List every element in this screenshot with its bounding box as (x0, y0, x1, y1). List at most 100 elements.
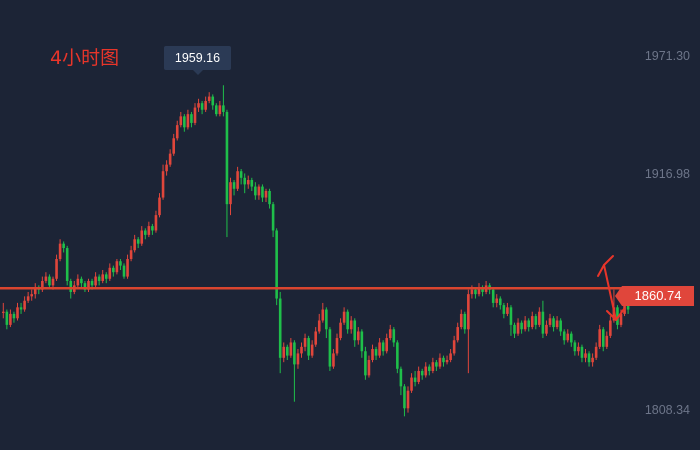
candle-body (573, 342, 577, 352)
candles-layer (2, 85, 630, 417)
candle (12, 311, 16, 323)
candle-body (570, 333, 573, 343)
candle-body (463, 313, 467, 330)
candle-body (215, 105, 218, 115)
candle-body (243, 177, 246, 185)
candle-body (594, 346, 598, 358)
candle (41, 276, 44, 292)
candle (136, 237, 140, 249)
candle (506, 302, 509, 317)
candle (431, 357, 435, 374)
candle (435, 360, 438, 371)
candle-body (474, 289, 477, 295)
candle-body (438, 357, 442, 367)
candle-body (183, 116, 186, 128)
candle-body (133, 239, 136, 251)
candle (161, 164, 165, 200)
candle-body (122, 265, 126, 277)
candle (495, 294, 499, 308)
candle-body (69, 280, 73, 292)
candle (65, 245, 69, 286)
candle-body (449, 353, 452, 360)
candle-body (520, 322, 523, 330)
candle (580, 344, 584, 363)
candle (261, 184, 264, 202)
candle (229, 177, 232, 216)
candle-body (190, 114, 193, 123)
candle (97, 274, 101, 286)
candle-body (5, 311, 9, 325)
candle-body (584, 353, 587, 358)
candle (491, 287, 495, 308)
candle (325, 307, 328, 339)
candle (410, 373, 413, 393)
candle (83, 280, 87, 292)
candle (381, 340, 385, 356)
candle (477, 283, 481, 297)
candle-body (179, 116, 183, 126)
candle (168, 149, 172, 167)
candle-body (104, 274, 108, 279)
candle (357, 327, 360, 345)
candle-body (552, 318, 555, 328)
candle (158, 193, 161, 218)
candle (76, 274, 80, 288)
candle (584, 349, 587, 363)
candle (594, 342, 598, 360)
candle (349, 316, 353, 334)
candle (374, 346, 378, 360)
candle-body (222, 105, 225, 112)
candle-body (435, 362, 438, 367)
candle-body (303, 338, 307, 347)
candle-body (257, 186, 261, 196)
candle (538, 307, 541, 328)
candle-body (239, 171, 243, 178)
candle-body (300, 346, 303, 354)
candle (278, 291, 282, 374)
candle (204, 96, 207, 112)
candle-body (491, 289, 495, 303)
candle (129, 245, 133, 262)
candle-body (406, 390, 410, 409)
candle (562, 329, 566, 345)
candle-body (357, 331, 360, 341)
candle-body (378, 342, 381, 356)
candle (197, 98, 200, 112)
candle-body (332, 353, 335, 367)
candle-body (16, 307, 19, 319)
candle (108, 263, 112, 281)
candle (193, 103, 197, 126)
candle-body (381, 342, 385, 352)
candle-body (513, 324, 516, 334)
candle (303, 333, 307, 352)
candle (545, 320, 548, 336)
candle-body (527, 320, 530, 328)
candle-body (328, 329, 332, 367)
candle (5, 309, 9, 330)
candle-body (207, 96, 211, 101)
candle-body (456, 327, 459, 341)
candle-body (271, 204, 275, 231)
candle-body (467, 294, 470, 330)
candle (364, 346, 367, 380)
candle-body (442, 357, 445, 363)
candle (378, 338, 381, 358)
candle (591, 353, 594, 367)
candle (598, 324, 601, 350)
candle (310, 340, 314, 358)
candle (396, 340, 399, 374)
candle-body (314, 331, 317, 345)
candle-body (165, 164, 168, 172)
candle (399, 366, 403, 396)
candle (186, 109, 190, 130)
candle-body (509, 307, 513, 325)
candle-body (481, 287, 484, 292)
candle-body (55, 259, 58, 279)
candle-body (264, 190, 268, 198)
candle-body (523, 320, 527, 330)
candle-body (58, 243, 62, 260)
candle (424, 362, 428, 378)
candle-body (62, 243, 65, 249)
candle-body (218, 105, 222, 115)
candle-body (353, 320, 357, 341)
